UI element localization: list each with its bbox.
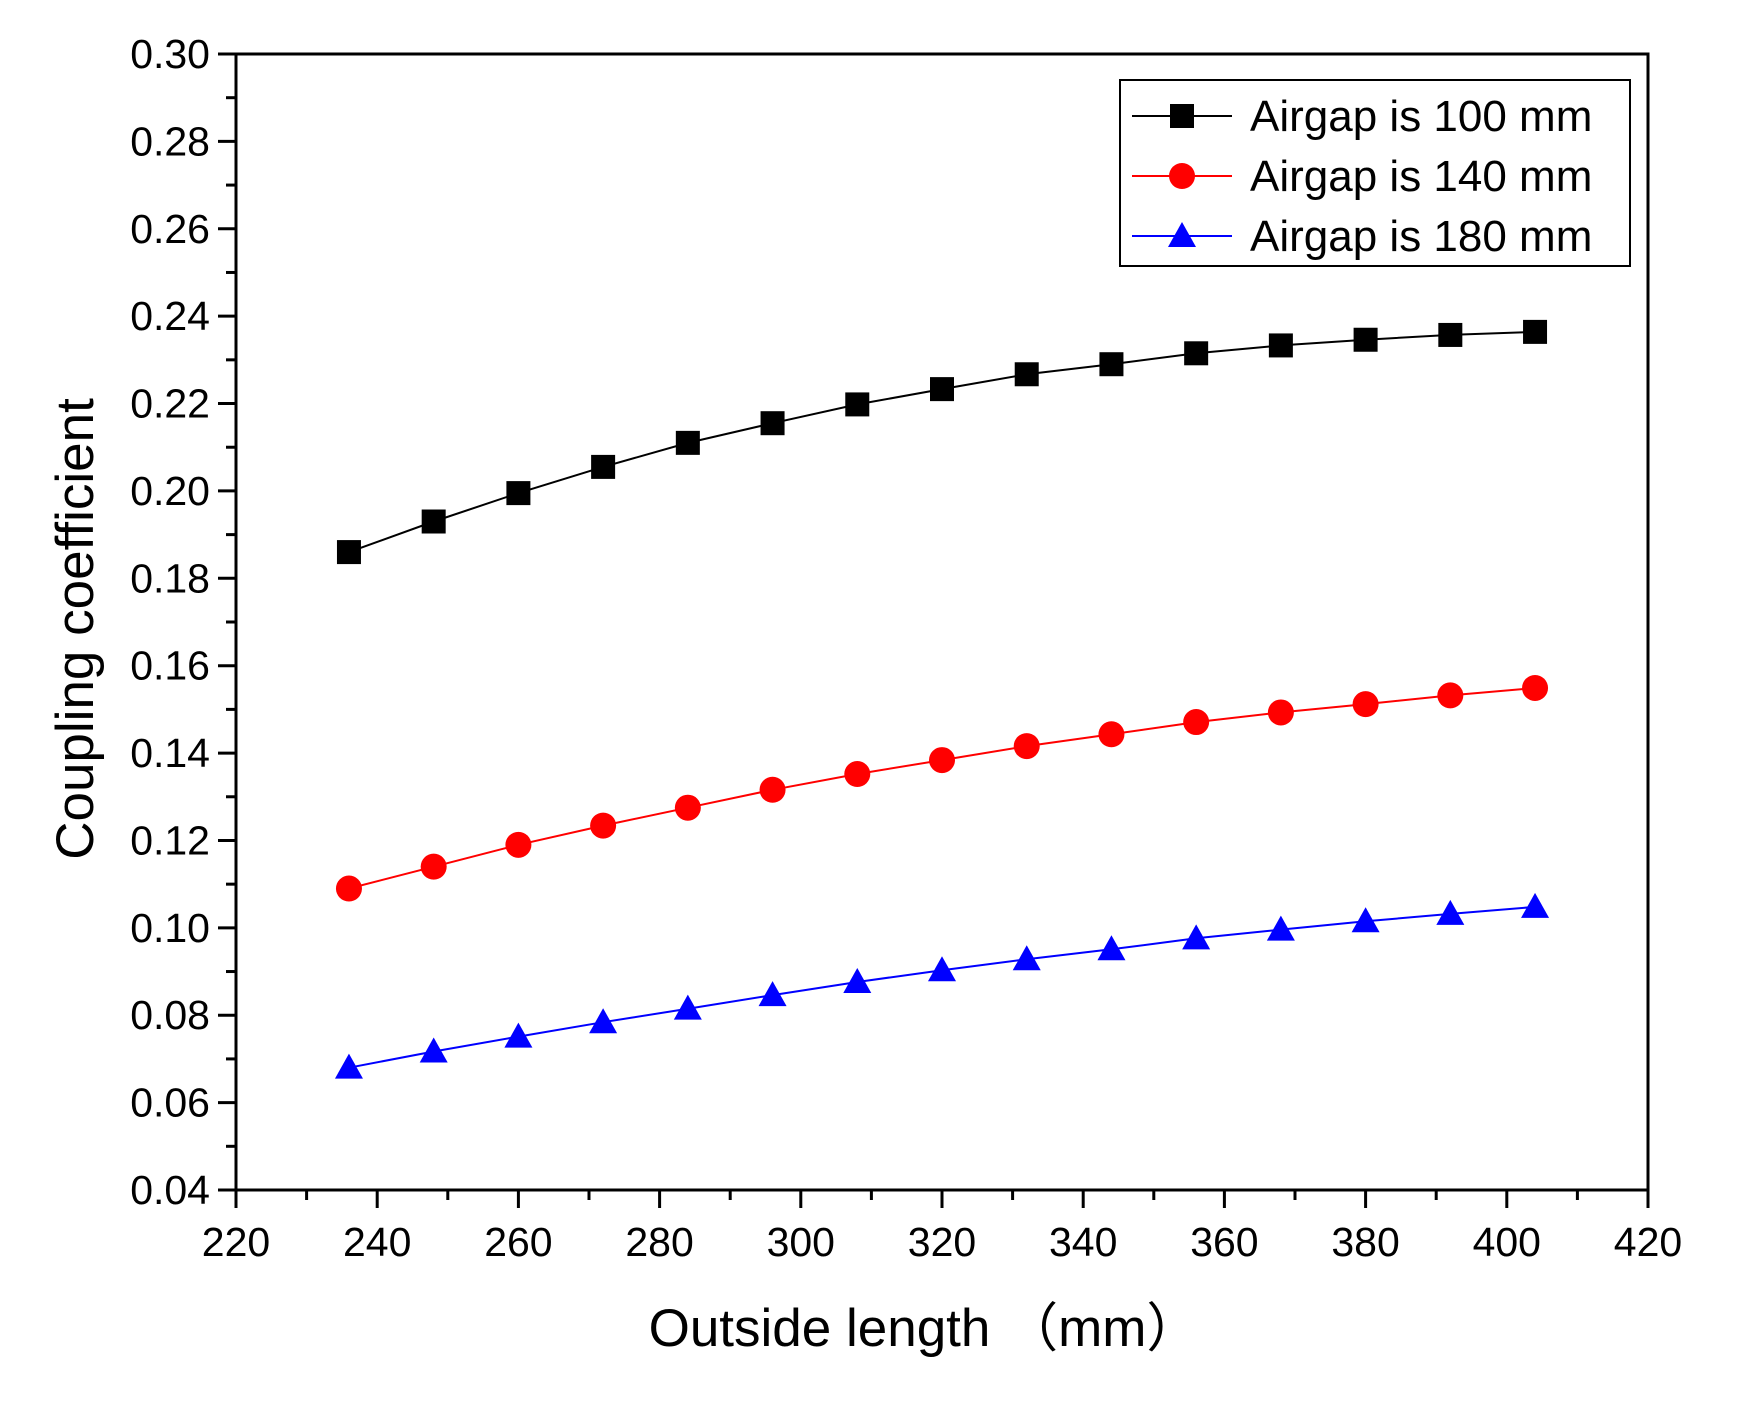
y-tick-label: 0.14	[130, 730, 210, 776]
data-point	[1437, 682, 1464, 709]
data-point	[1012, 945, 1041, 971]
data-point	[929, 747, 955, 774]
y-tick-label: 0.30	[130, 31, 210, 77]
data-point	[843, 968, 872, 994]
data-point	[1184, 341, 1209, 366]
data-point	[1353, 327, 1378, 352]
series-group	[334, 319, 1550, 1079]
data-point	[506, 481, 531, 506]
x-tick-label: 280	[625, 1219, 693, 1265]
data-point	[1352, 691, 1379, 718]
data-point	[845, 392, 870, 417]
x-axis-title: Outside length （mm）	[649, 1299, 1200, 1358]
series-1	[336, 319, 1548, 565]
y-tick-label: 0.10	[130, 905, 210, 951]
y-tick-label: 0.28	[130, 118, 210, 164]
data-point	[1436, 899, 1465, 925]
data-point	[760, 411, 785, 436]
data-point	[759, 776, 786, 803]
x-tick-label: 360	[1190, 1219, 1258, 1265]
series-line	[348, 330, 1536, 554]
data-point	[589, 1008, 618, 1034]
data-point	[1013, 733, 1040, 760]
y-tick-label: 0.26	[130, 206, 210, 252]
y-tick-label: 0.12	[130, 817, 210, 863]
data-point	[590, 812, 617, 839]
data-point	[1098, 721, 1125, 748]
data-point	[928, 956, 956, 982]
data-point	[1182, 924, 1211, 950]
data-point	[1266, 915, 1295, 941]
data-point	[1097, 935, 1126, 961]
y-tick-label: 0.20	[130, 468, 210, 514]
data-point	[334, 1053, 363, 1079]
data-point	[930, 377, 954, 402]
legend-item-2: Airgap is 140 mm	[1132, 152, 1592, 201]
legend: Airgap is 100 mm Airgap is 140 mm Airgap i…	[1119, 79, 1631, 267]
data-point	[335, 875, 362, 902]
data-point	[419, 1037, 448, 1063]
y-axis-title: Coupling coefficient	[46, 398, 105, 860]
y-tick-label: 0.08	[130, 992, 210, 1038]
x-tick-label: 320	[908, 1219, 976, 1265]
data-point	[1438, 322, 1463, 347]
data-point	[504, 1022, 533, 1048]
data-point	[844, 761, 871, 788]
data-point	[421, 509, 446, 534]
axis-ticks: 220 240 260 280 300 320 340 360 380 400 420 0.04 0.0…	[130, 31, 1682, 1265]
y-tick-label: 0.22	[130, 381, 210, 427]
series-2	[335, 674, 1549, 902]
x-tick-label: 340	[1049, 1219, 1117, 1265]
series-line	[348, 687, 1536, 890]
data-point	[1014, 362, 1039, 387]
legend-label: Airgap is 100 mm	[1250, 92, 1592, 141]
series-3	[334, 892, 1550, 1079]
x-tick-label: 420	[1614, 1219, 1682, 1265]
legend-item-1: Airgap is 100 mm	[1132, 92, 1592, 141]
x-tick-label: 400	[1473, 1219, 1541, 1265]
data-point	[336, 540, 361, 565]
data-point	[758, 981, 787, 1007]
legend-marker	[1170, 104, 1194, 128]
legend-marker	[1169, 163, 1195, 189]
y-tick-label: 0.16	[130, 643, 210, 689]
data-point	[505, 831, 532, 858]
legend-label: Airgap is 180 mm	[1250, 212, 1592, 261]
data-point	[1099, 352, 1124, 377]
x-tick-label: 240	[343, 1219, 411, 1265]
x-tick-label: 260	[484, 1219, 552, 1265]
data-point	[675, 430, 700, 455]
data-point	[1183, 709, 1210, 736]
data-point	[673, 994, 702, 1020]
data-point	[1523, 319, 1548, 344]
data-point	[674, 794, 701, 821]
data-point	[1351, 907, 1380, 933]
x-tick-label: 300	[767, 1219, 835, 1265]
data-point	[420, 853, 447, 880]
data-point	[1267, 699, 1294, 726]
legend-item-3: Airgap is 180 mm	[1132, 212, 1592, 261]
data-point	[1522, 674, 1549, 701]
x-tick-label: 220	[202, 1219, 270, 1265]
y-tick-label: 0.04	[130, 1167, 210, 1213]
x-tick-label: 380	[1331, 1219, 1399, 1265]
data-point	[591, 454, 616, 479]
y-tick-label: 0.24	[130, 293, 210, 339]
legend-label: Airgap is 140 mm	[1250, 152, 1592, 201]
data-point	[1521, 892, 1550, 918]
y-tick-label: 0.06	[130, 1080, 210, 1126]
y-tick-label: 0.18	[130, 555, 210, 601]
data-point	[1268, 333, 1293, 358]
legend-marker	[1168, 222, 1196, 247]
